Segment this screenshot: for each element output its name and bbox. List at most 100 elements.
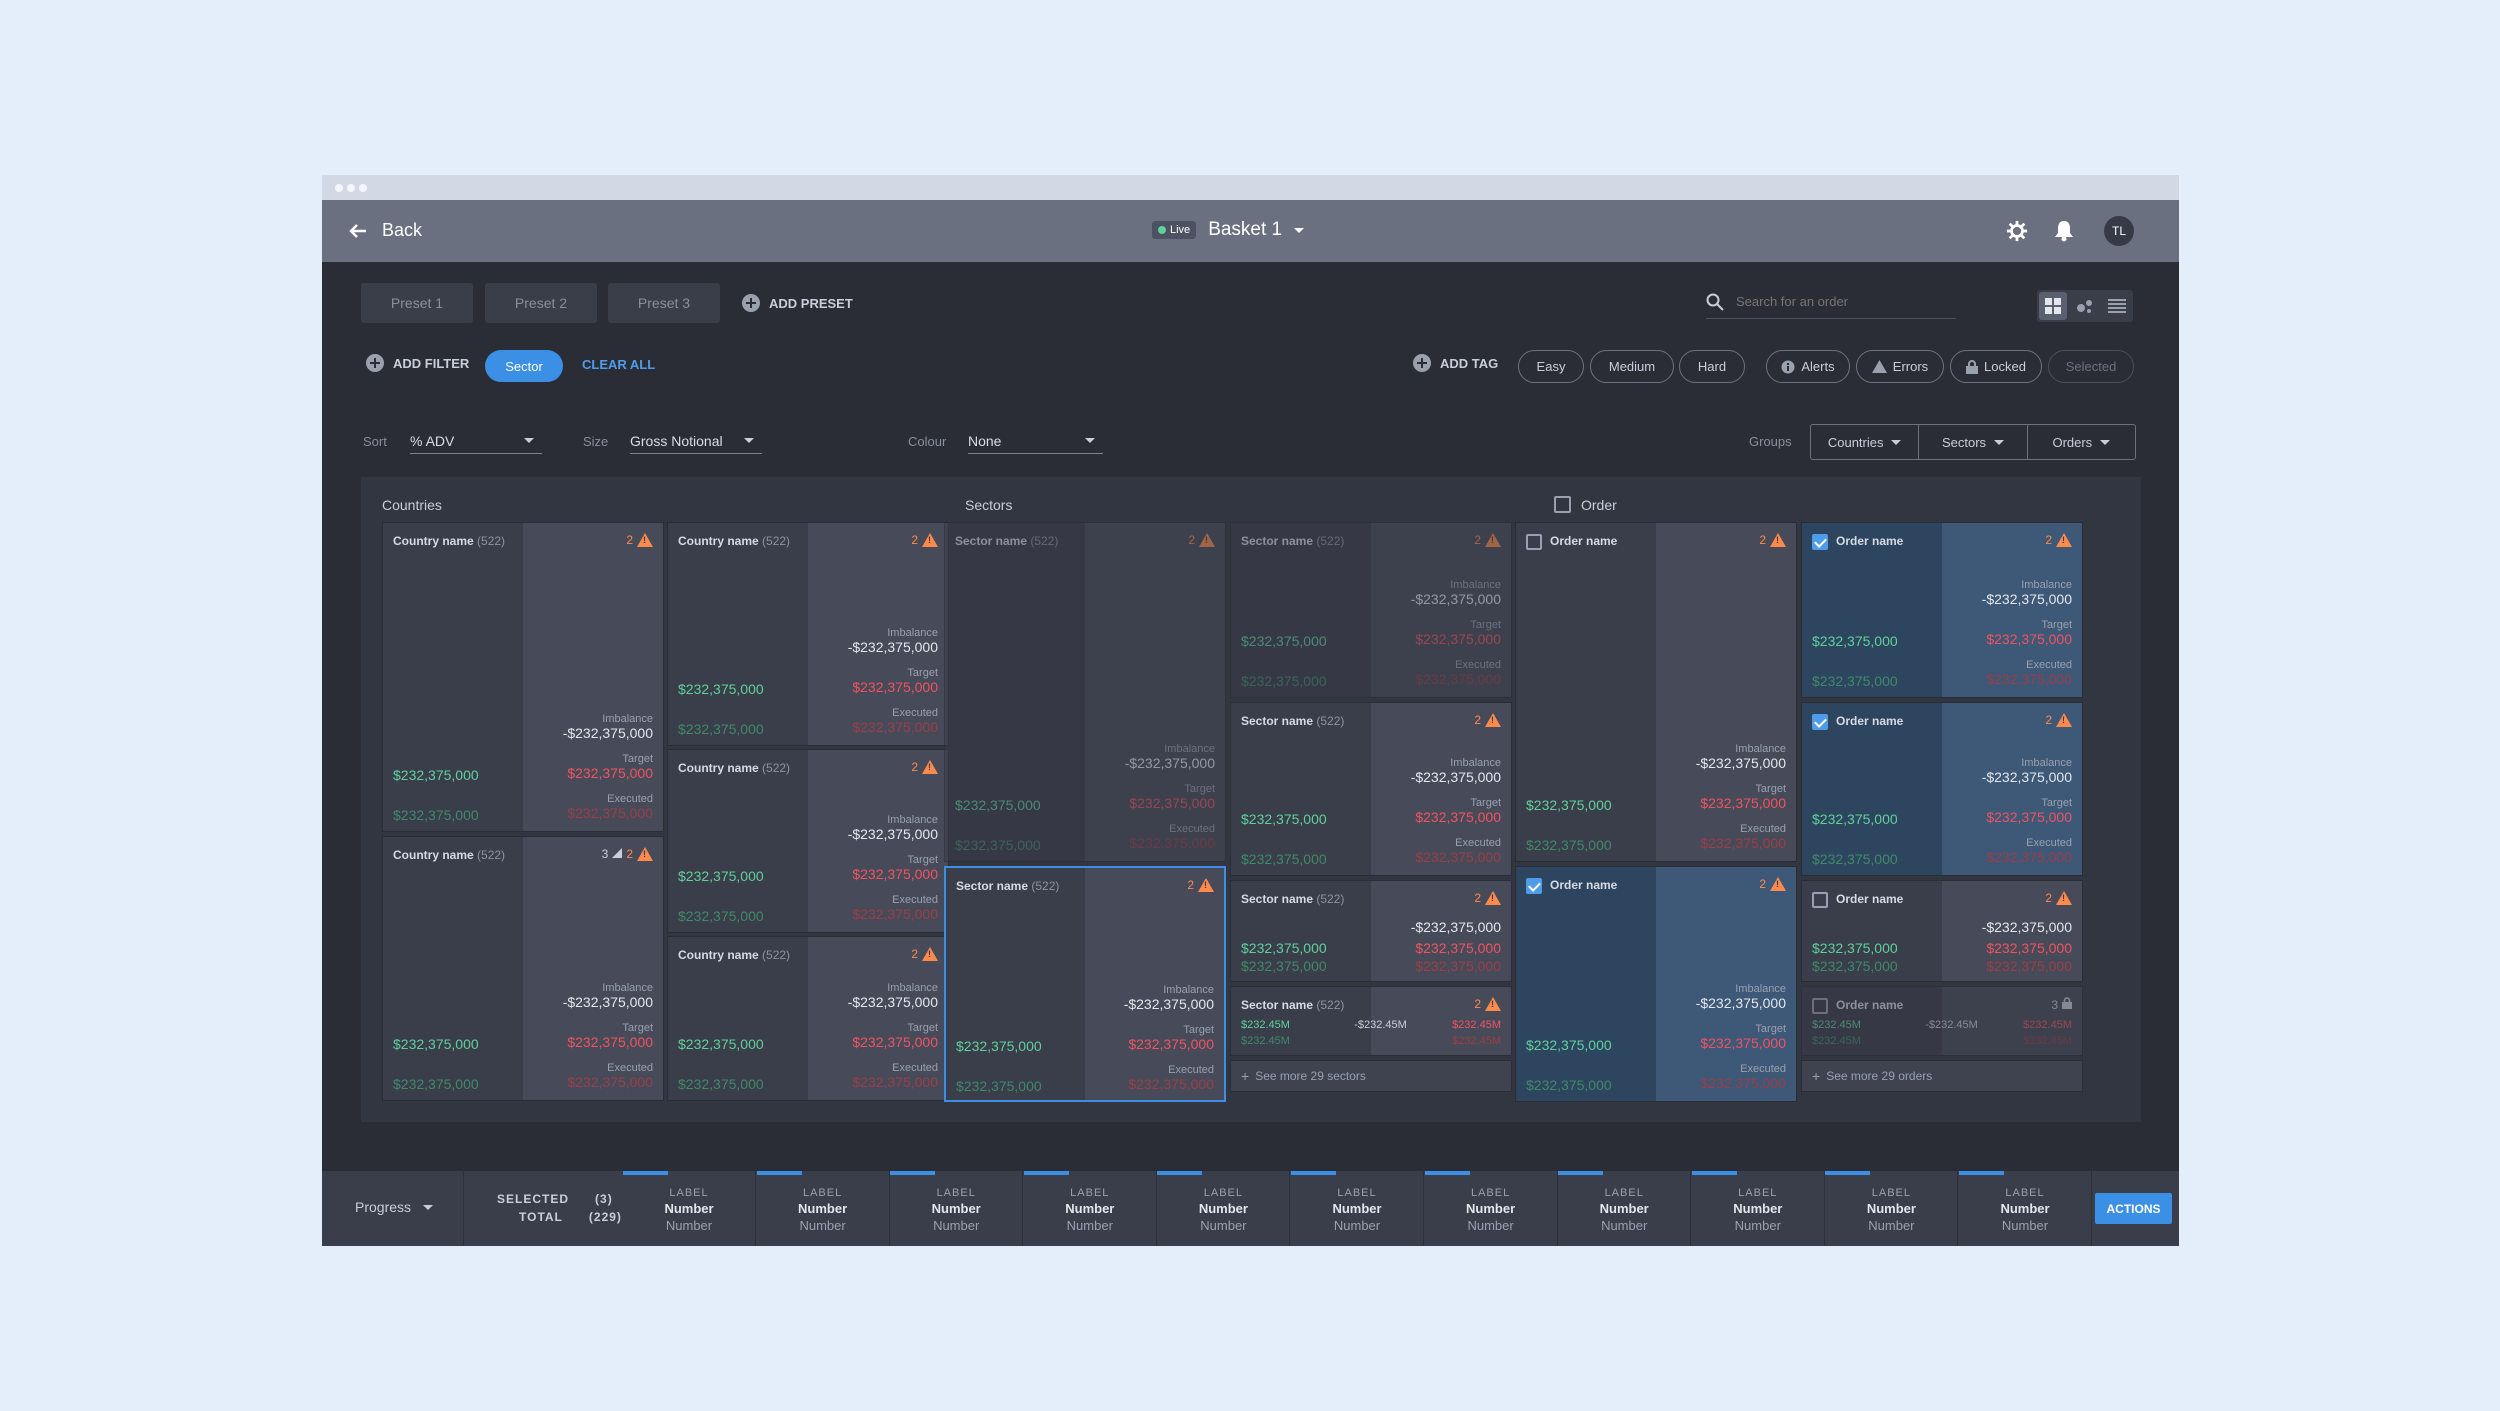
target-value: $232,375,000 — [1700, 795, 1786, 811]
order-card[interactable]: Order name2Imbalance-$232,375,000Target$… — [1801, 522, 2083, 698]
target-stat: Target $232,375,000 — [1986, 619, 2072, 647]
sector-card[interactable]: Sector name (522) 2 Imbalance-$232,375,000… — [944, 522, 1226, 862]
target-left-value: $232,375,000 — [1812, 811, 1898, 827]
order-checkbox[interactable] — [1526, 534, 1542, 550]
tag-hard[interactable]: Hard — [1679, 350, 1745, 383]
search-field[interactable] — [1706, 285, 1956, 319]
sector-card[interactable]: Sector name (522) 2 Imbalance-$232,375,000… — [944, 866, 1226, 1102]
imbalance-stat: Imbalance -$232,375,000 — [563, 713, 653, 741]
actions-button[interactable]: ACTIONS — [2095, 1193, 2172, 1224]
executed-value: $232,375,000 — [1128, 1076, 1214, 1092]
sector-card[interactable]: Sector name (522) 2 -$232,375,000 $232,375,… — [1230, 880, 1512, 982]
order-card[interactable]: Order name2Imbalance-$232,375,000Target$… — [1515, 522, 1797, 862]
country-card[interactable]: Country name (522) 2 Imbalance-$232,375,00… — [667, 522, 949, 746]
country-card[interactable]: Country name (522) 2 Imbalance-$232,375,00… — [667, 749, 949, 933]
add-filter-button[interactable]: ADD FILTER — [365, 353, 469, 373]
executed-value: $232,375,000 — [1986, 671, 2072, 687]
see-more-sectors-button[interactable]: + See more 29 sectors — [1230, 1060, 1512, 1092]
target-label: Target — [1184, 783, 1215, 795]
progress-step-bar — [1558, 1171, 1604, 1175]
alert-badge: 2 — [911, 947, 938, 961]
target-stat: Target $232,375,000 — [1986, 797, 2072, 825]
total-count: (229) — [588, 1210, 622, 1224]
executed-value: $232,375,000 — [852, 906, 938, 922]
tag-selected[interactable]: Selected — [2048, 350, 2134, 383]
target-stat: Target $232,375,000 — [1415, 619, 1501, 647]
avatar[interactable]: TL — [2104, 216, 2134, 246]
short-value-text: $232.45M — [1452, 1035, 1501, 1047]
target-left-value: $232,375,000 — [678, 681, 764, 697]
step-number: Number — [1065, 1201, 1115, 1216]
sector-card[interactable]: Sector name (522) 2 $232.45M -$232.45M $232.… — [1230, 986, 1512, 1056]
clear-all-button[interactable]: CLEAR ALL — [582, 357, 656, 372]
card-title: Order name — [1812, 892, 1903, 908]
tag-errors[interactable]: Errors — [1856, 350, 1944, 383]
order-select-all-checkbox[interactable] — [1554, 496, 1571, 513]
executed-value: $232,375,000 — [1415, 849, 1501, 865]
sort-select[interactable]: % ADV — [410, 428, 542, 454]
short-value: $232.45M — [1241, 1019, 1290, 1031]
order-checkbox[interactable] — [1812, 534, 1828, 550]
caret-down-icon — [744, 438, 754, 443]
size-value: Gross Notional — [630, 432, 723, 449]
sector-card[interactable]: Sector name (522) 2 Imbalance-$232,375,000… — [1230, 702, 1512, 876]
card-count: (522) — [1316, 534, 1345, 548]
filter-chip-sector[interactable]: Sector — [485, 350, 563, 382]
tag-alerts[interactable]: Alerts — [1766, 350, 1850, 383]
executed-left-value: $232,375,000 — [1812, 958, 1898, 974]
warning-icon — [922, 533, 938, 547]
tag-easy[interactable]: Easy — [1518, 350, 1584, 383]
tag-locked[interactable]: Locked — [1950, 350, 2042, 383]
imbalance-value: -$232,375,000 — [562, 725, 653, 741]
imbalance-label: Imbalance — [602, 982, 653, 994]
basket-selector[interactable]: Live Basket 1 — [1152, 219, 1305, 241]
order-card[interactable]: Order name 2 -$232,375,000 $232,375,000 $232… — [1801, 880, 2083, 982]
target-label: Target — [2041, 797, 2072, 809]
target-left-value: $232,375,000 — [1526, 1037, 1612, 1053]
search-input[interactable] — [1736, 294, 1936, 309]
executed-value: $232,375,000 — [1700, 835, 1786, 851]
preset-tab-3[interactable]: Preset 3 — [608, 283, 720, 323]
order-card[interactable]: Order name2Imbalance-$232,375,000Target$… — [1801, 702, 2083, 876]
colour-select[interactable]: None — [968, 428, 1103, 454]
short-value: $232.45M — [1812, 1035, 1861, 1047]
card-title: Order name — [1812, 534, 1903, 550]
order-checkbox[interactable] — [1812, 892, 1828, 908]
step-label: LABEL — [1871, 1187, 1912, 1199]
add-filter-label: ADD FILTER — [393, 355, 470, 371]
step-number: Number — [1332, 1201, 1382, 1216]
sector-card[interactable]: Sector name (522) 2 Imbalance-$232,375,000… — [1230, 522, 1512, 698]
order-card[interactable]: Order name2Imbalance-$232,375,000Target$… — [1515, 866, 1797, 1102]
step-number: Number — [1866, 1201, 1916, 1216]
imbalance-value: -$232,375,000 — [562, 994, 653, 1010]
order-card[interactable]: Order name 3 $232.45M -$232.45M $232.45M $232… — [1801, 986, 2083, 1056]
country-card[interactable]: Country name (522) 2 Imbalance-$232,375,00… — [667, 936, 949, 1101]
country-card[interactable]: Country name (522) 2 Imbalance-$232,375,00… — [382, 522, 664, 832]
list-view-icon[interactable] — [2103, 292, 2131, 320]
group-orders[interactable]: Orders — [2028, 425, 2135, 459]
imbalance-value: -$232,375,000 — [1695, 755, 1786, 771]
order-checkbox[interactable] — [1812, 998, 1828, 1014]
size-select[interactable]: Gross Notional — [630, 428, 762, 454]
preset-tab-1[interactable]: Preset 1 — [361, 283, 473, 323]
order-checkbox[interactable] — [1812, 714, 1828, 730]
see-more-orders-button[interactable]: + See more 29 orders — [1801, 1060, 2083, 1092]
preset-tab-2[interactable]: Preset 2 — [485, 283, 597, 323]
country-card[interactable]: Country name (522)32Imbalance-$232,375,0… — [382, 836, 664, 1101]
bell-icon[interactable] — [2054, 220, 2074, 242]
add-tag-button[interactable]: ADD TAG — [1412, 353, 1498, 373]
search-icon — [1706, 293, 1724, 311]
plus-circle-icon — [366, 354, 384, 372]
tag-medium[interactable]: Medium — [1590, 350, 1674, 383]
group-sectors[interactable]: Sectors — [1919, 425, 2028, 459]
group-countries[interactable]: Countries — [1811, 425, 1920, 459]
bubble-view-icon[interactable] — [2071, 292, 2099, 320]
grid-view-icon[interactable] — [2039, 292, 2067, 320]
back-button[interactable]: Back — [348, 220, 422, 241]
gear-icon[interactable] — [2006, 220, 2028, 242]
order-checkbox[interactable] — [1526, 878, 1542, 894]
progress-dropdown[interactable]: Progress — [355, 1199, 434, 1215]
add-preset-button[interactable]: ADD PRESET — [741, 293, 853, 313]
target-stat: Target $232,375,000 — [852, 854, 938, 882]
card-count: (522) — [1316, 714, 1345, 728]
